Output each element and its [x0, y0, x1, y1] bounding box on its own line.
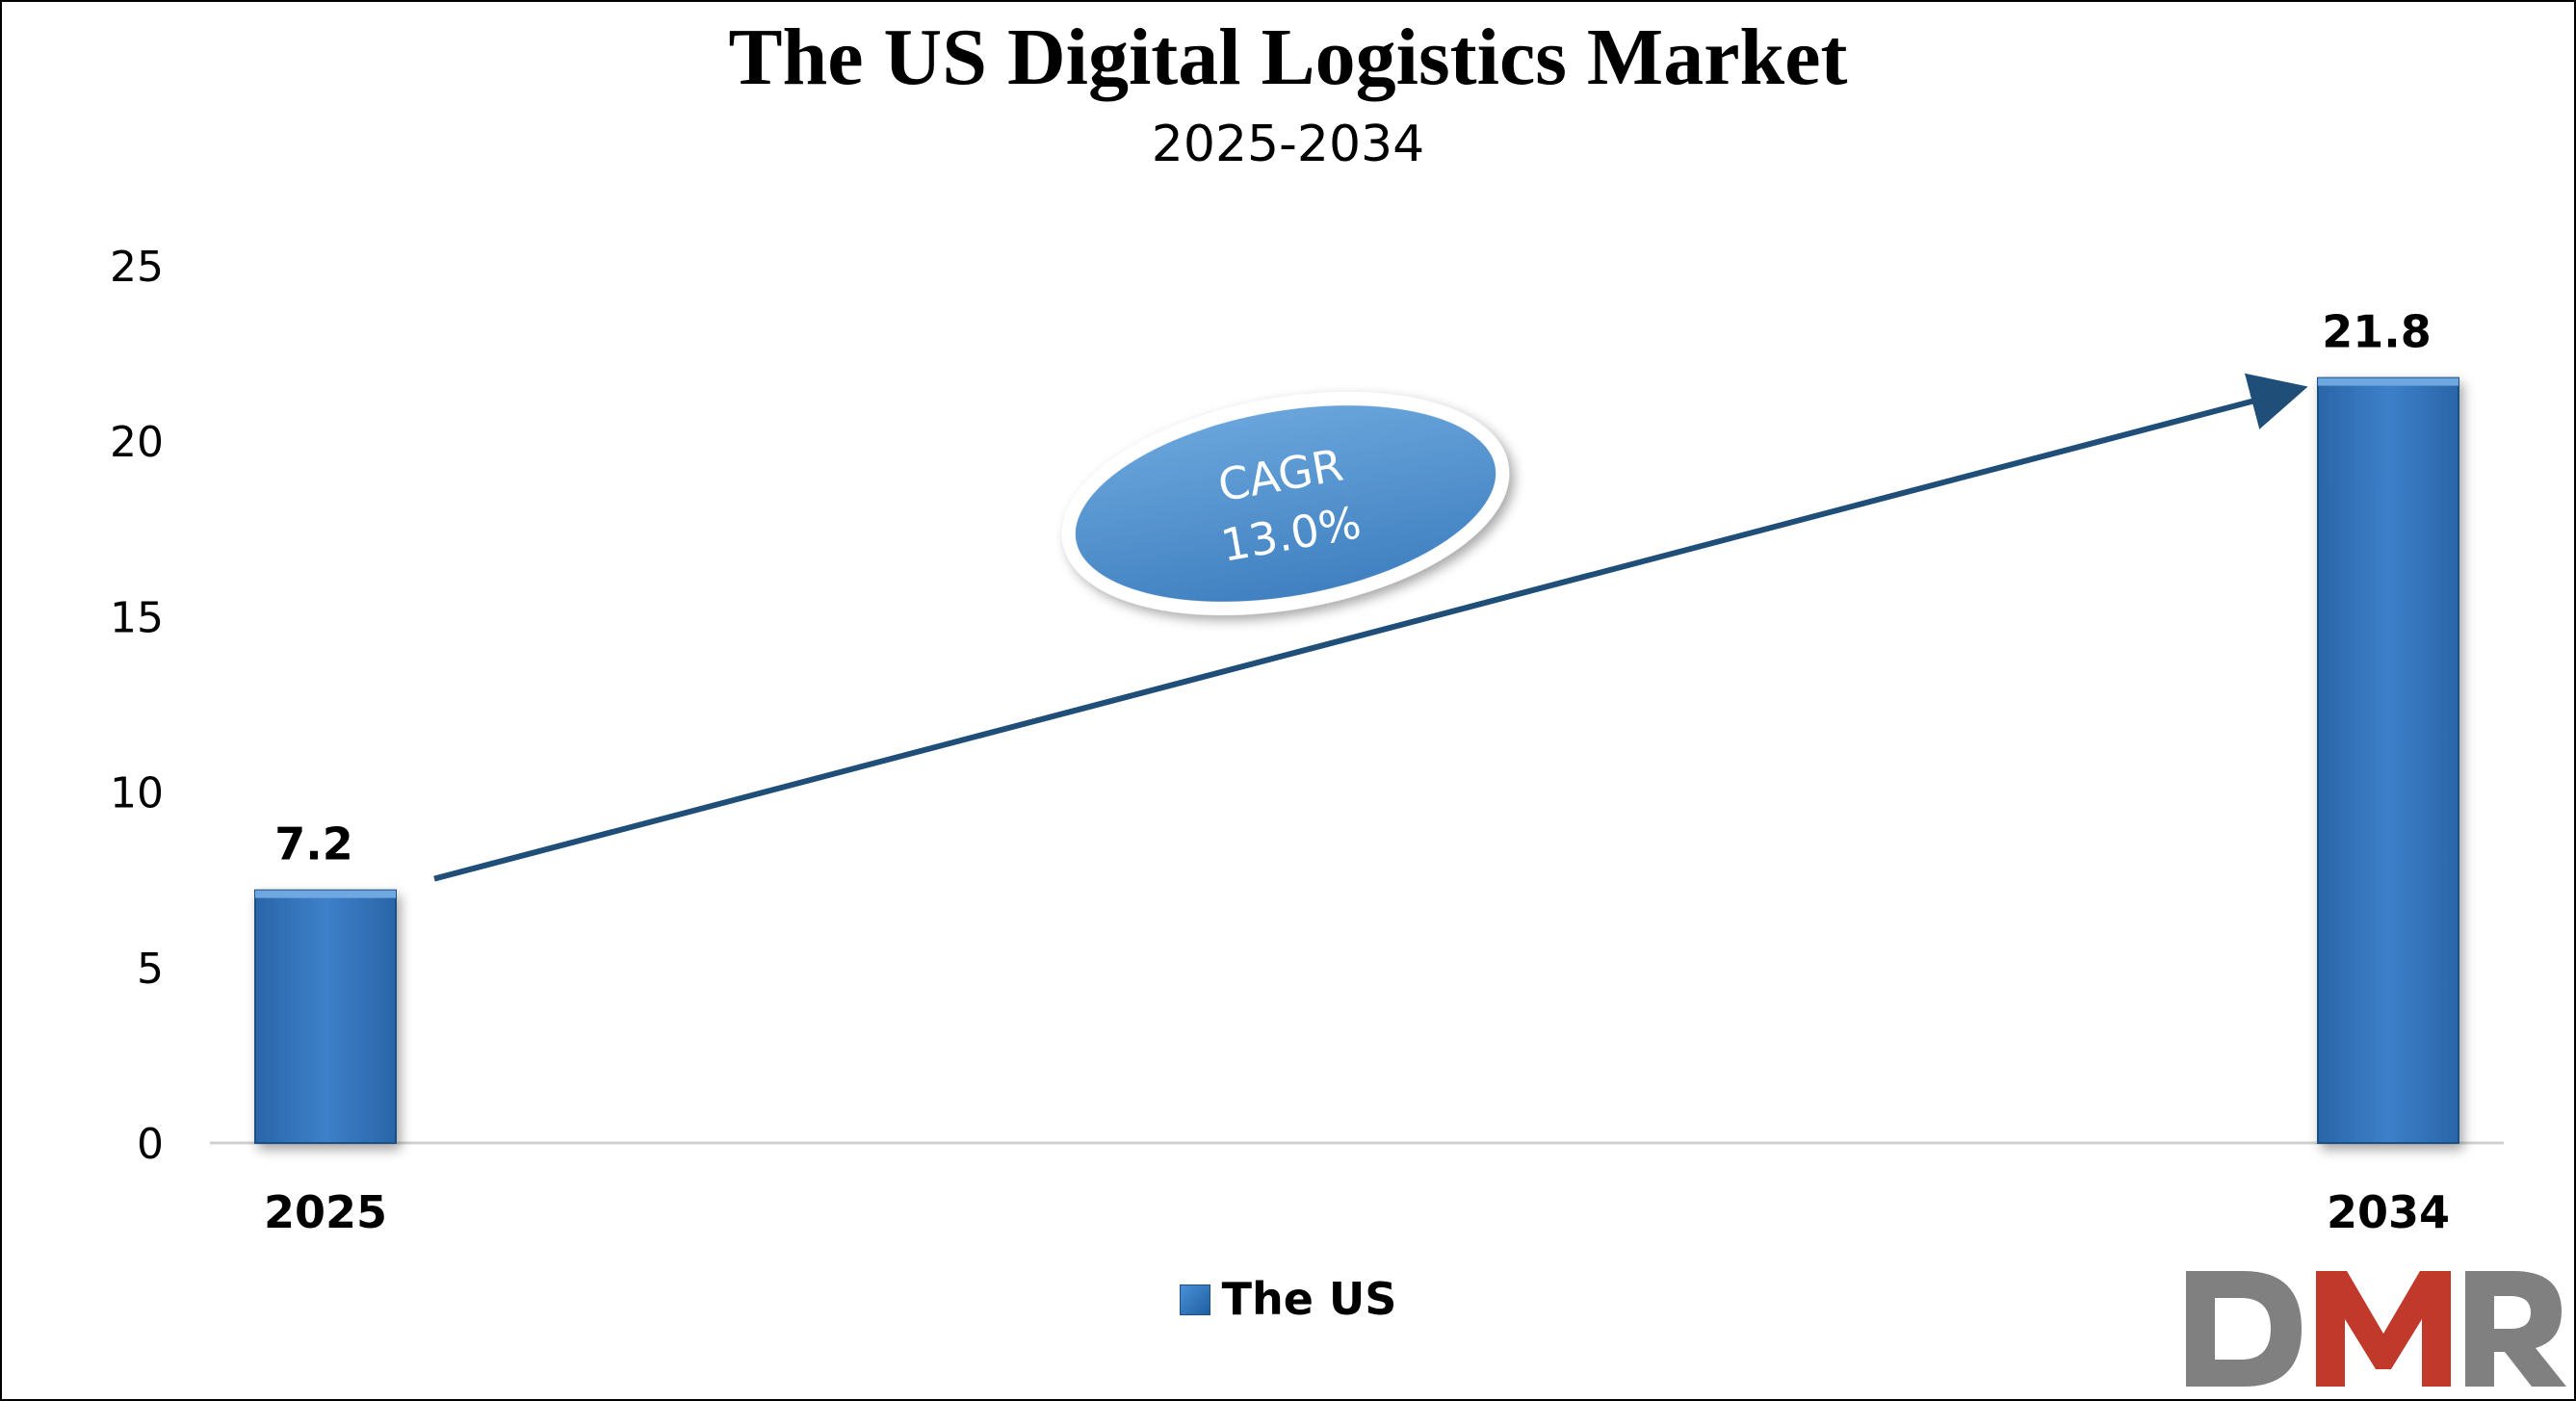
y-tick-label: 15 [110, 593, 164, 642]
cagr-ellipse [1061, 392, 1510, 615]
logo-r [2465, 1271, 2566, 1387]
legend: The US [0, 1273, 2576, 1325]
bar-top-highlight [255, 890, 396, 898]
y-tick-label: 25 [110, 243, 164, 292]
x-tick-label: 2034 [2327, 1186, 2450, 1238]
chart-subtitle: 2025-2034 [1151, 116, 1425, 173]
bar-top-highlight [2318, 377, 2459, 386]
cagr-arrow [433, 373, 2308, 882]
bar-2025 [254, 889, 397, 1145]
legend-swatch-icon [1179, 1284, 1210, 1315]
y-tick-label: 5 [137, 945, 164, 994]
logo-d [2186, 1271, 2302, 1387]
y-tick-label: 0 [137, 1120, 164, 1169]
data-label: 21.8 [2322, 306, 2432, 358]
dmr-logo [2186, 1271, 2566, 1387]
y-axis: 0 5 10 15 20 25 [110, 243, 164, 1169]
data-labels: 7.2 21.8 [274, 306, 2432, 870]
y-tick-label: 20 [110, 418, 164, 467]
data-label: 7.2 [274, 818, 353, 870]
y-tick-label: 10 [110, 769, 164, 818]
x-tick-label: 2025 [264, 1186, 387, 1238]
logo-m [2316, 1271, 2451, 1387]
x-axis-labels: 2025 2034 [264, 1186, 2450, 1238]
bar-2034 [2317, 376, 2459, 1145]
legend-label: The US [1221, 1273, 1397, 1325]
cagr-badge: CAGR 13.0% [1061, 392, 1510, 615]
bars [254, 376, 2459, 1145]
chart-title: The US Digital Logistics Market [728, 13, 1848, 102]
